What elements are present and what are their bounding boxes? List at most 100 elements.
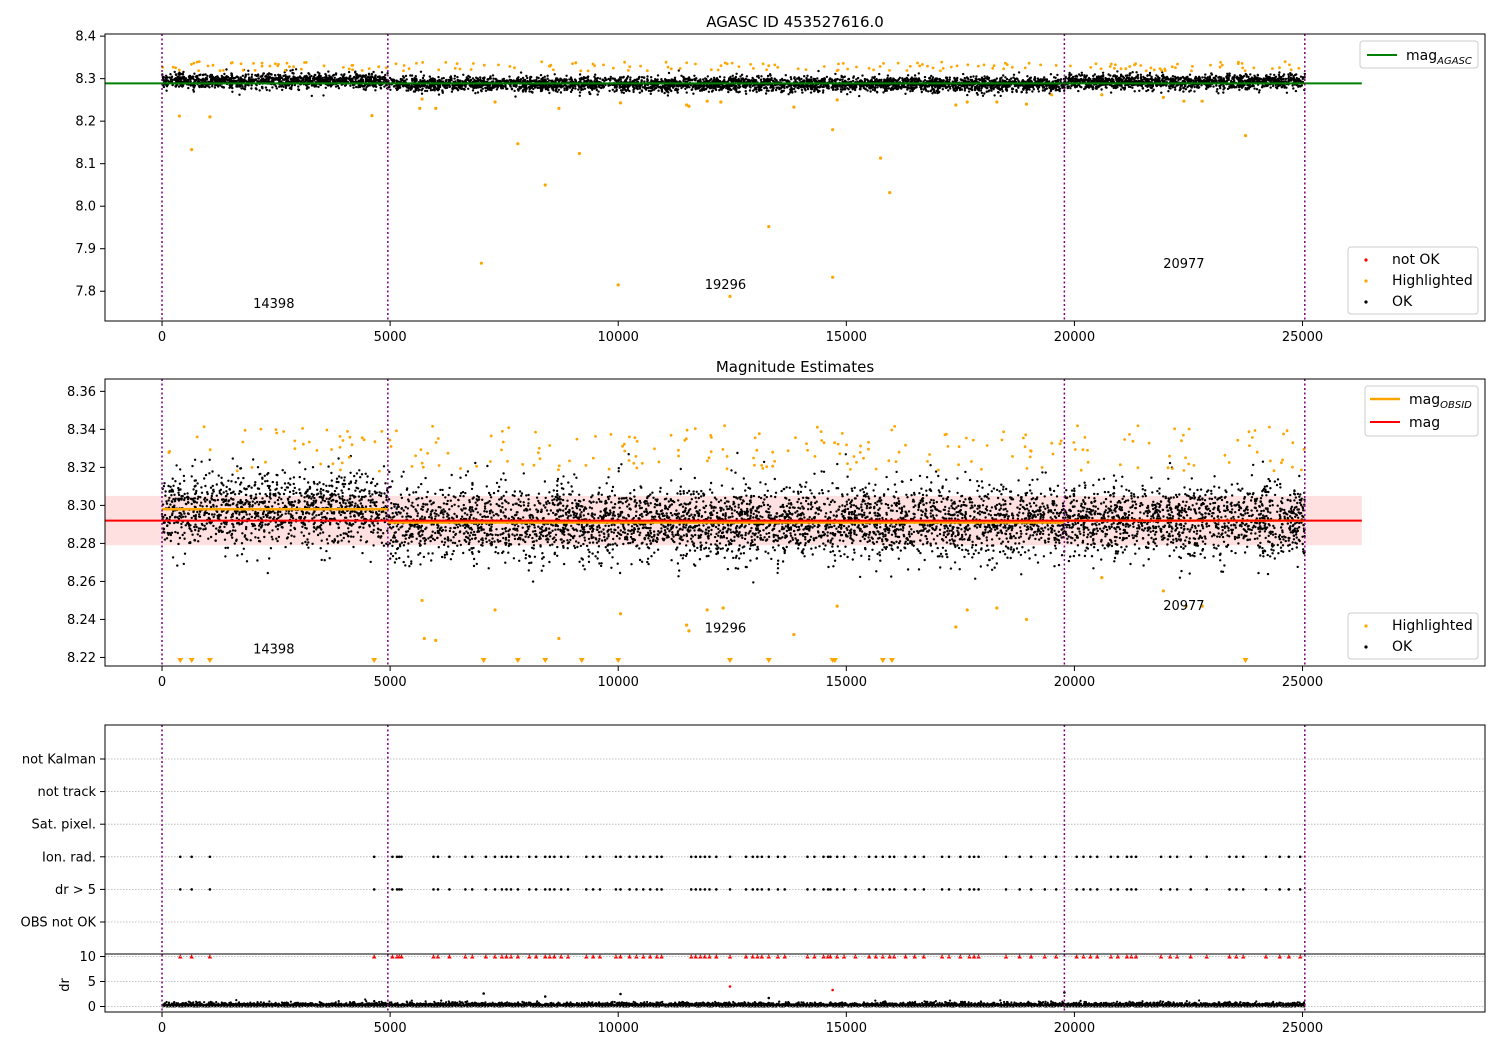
ok-point <box>301 77 304 81</box>
ok-point <box>539 73 543 77</box>
ok-point <box>770 89 773 92</box>
ok-point <box>215 78 219 82</box>
ok-point <box>267 80 270 83</box>
ok-point <box>238 93 241 96</box>
ok-point <box>970 88 974 92</box>
ok-point <box>381 76 384 80</box>
ok-point <box>896 79 899 82</box>
ok-point <box>825 84 829 88</box>
ok-point <box>492 80 495 83</box>
ok-point <box>328 74 331 77</box>
ok-point <box>464 78 468 82</box>
ok-point <box>196 75 199 79</box>
ok-point <box>1049 88 1053 91</box>
ok-point <box>204 73 207 76</box>
ok-point <box>810 76 813 79</box>
ok-point <box>619 78 622 81</box>
ok-point <box>834 88 837 91</box>
ok-point <box>262 72 265 75</box>
ok-point <box>874 78 877 82</box>
ok-point <box>420 92 424 95</box>
ok-point <box>361 74 365 77</box>
ok-point <box>693 78 696 81</box>
ok-point <box>224 75 228 79</box>
ok-point <box>367 78 370 82</box>
ok-point <box>418 88 421 91</box>
ok-point <box>1028 88 1031 91</box>
ok-point <box>332 73 336 77</box>
ok-point <box>686 85 689 88</box>
ok-point <box>928 77 932 80</box>
ok-point <box>365 78 368 81</box>
ok-point <box>309 79 312 83</box>
ok-point <box>217 85 220 88</box>
ok-point <box>790 88 794 91</box>
ok-point <box>642 76 646 79</box>
ok-point <box>523 87 526 91</box>
ok-point <box>804 85 807 88</box>
ok-point <box>1022 87 1026 90</box>
ok-point <box>917 72 920 75</box>
ok-point <box>447 78 451 82</box>
ok-point <box>974 77 977 81</box>
ok-point <box>684 87 687 91</box>
ok-point <box>587 75 590 78</box>
ok-point <box>216 75 219 78</box>
ok-point <box>261 85 264 89</box>
ok-point <box>1188 73 1192 76</box>
ok-point <box>696 84 699 87</box>
ok-point <box>236 85 239 88</box>
ok-point <box>199 78 202 82</box>
ok-point <box>297 85 300 88</box>
ok-point <box>793 87 796 91</box>
ok-point <box>871 85 875 88</box>
ok-point <box>471 77 475 80</box>
ok-point <box>787 93 790 96</box>
ok-point <box>502 79 505 83</box>
ok-point <box>722 86 725 89</box>
ok-point <box>374 89 377 92</box>
ok-point <box>885 85 888 88</box>
ok-point <box>889 88 893 92</box>
ok-point <box>274 74 277 77</box>
ok-point <box>813 89 816 92</box>
ok-point <box>479 89 483 92</box>
ok-point <box>913 74 917 77</box>
ok-point <box>1054 79 1057 83</box>
ok-point <box>222 86 226 89</box>
ok-point <box>1001 85 1004 89</box>
ok-point <box>705 84 708 87</box>
ok-point <box>870 79 873 82</box>
ok-point <box>506 87 509 91</box>
ok-point <box>656 79 659 82</box>
ok-point <box>744 90 747 93</box>
ok-point <box>712 76 716 80</box>
ok-point <box>847 77 851 81</box>
ok-point <box>222 76 225 79</box>
ok-point <box>482 84 485 87</box>
ok-point <box>174 77 178 80</box>
ok-point <box>894 85 897 88</box>
ok-point <box>749 86 752 89</box>
ok-point <box>913 86 917 90</box>
ok-point <box>1029 76 1033 79</box>
ok-point <box>210 79 214 83</box>
ok-point <box>457 86 461 89</box>
ok-point <box>422 74 426 77</box>
ok-point <box>392 85 396 88</box>
ok-point <box>324 72 327 76</box>
ok-point <box>174 85 177 88</box>
ok-point <box>431 88 434 92</box>
ok-point <box>429 77 433 80</box>
ok-point <box>452 86 455 89</box>
ok-point <box>993 94 996 97</box>
ok-point <box>892 79 895 83</box>
ok-point <box>906 74 910 77</box>
ok-point <box>905 76 908 80</box>
ok-point <box>162 78 165 81</box>
ok-point <box>846 87 849 90</box>
ok-point <box>649 92 652 96</box>
ok-point <box>734 86 737 90</box>
ok-point <box>995 77 998 80</box>
ok-point <box>983 75 986 78</box>
